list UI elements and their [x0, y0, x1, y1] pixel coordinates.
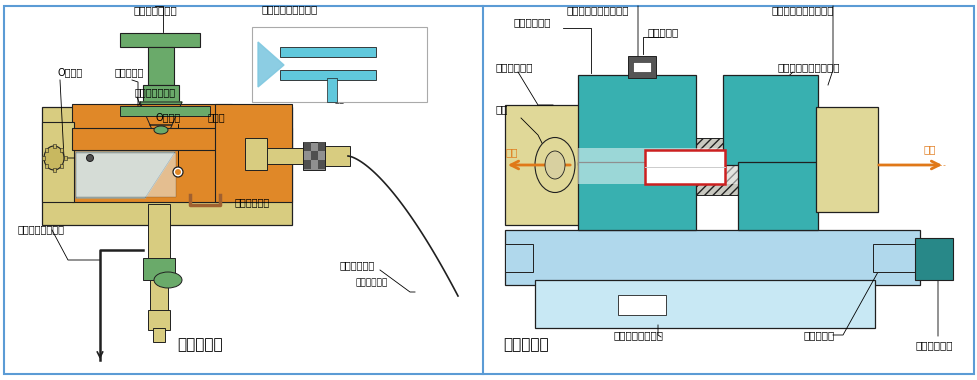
Bar: [504, 244, 532, 272]
Polygon shape: [149, 125, 172, 142]
Text: サンプル溶液: サンプル溶液: [390, 33, 419, 42]
Bar: [143, 258, 175, 280]
Text: グラファイトキャップ: グラファイトキャップ: [566, 5, 628, 15]
Bar: [504, 105, 582, 225]
Text: サンプル吸引: サンプル吸引: [340, 260, 375, 270]
Bar: [245, 138, 267, 170]
Bar: [318, 142, 324, 151]
Bar: [252, 27, 427, 102]
Bar: [577, 148, 807, 184]
Text: 窓板ソケット: 窓板ソケット: [494, 62, 531, 72]
Text: バーナーヘッド: バーナーヘッド: [133, 5, 177, 15]
Text: フレーム式: フレーム式: [177, 337, 223, 352]
Bar: [627, 56, 656, 78]
Bar: [303, 142, 324, 170]
Bar: [324, 146, 350, 166]
Bar: [215, 104, 292, 202]
Text: グラファイトホルダー: グラファイトホルダー: [771, 5, 833, 15]
Bar: [120, 106, 210, 116]
Polygon shape: [76, 152, 175, 198]
Bar: [318, 160, 324, 169]
Bar: [577, 75, 696, 165]
Bar: [45, 165, 48, 168]
Text: 光軸: 光軸: [922, 144, 935, 154]
Bar: [143, 85, 179, 102]
Bar: [914, 238, 952, 280]
Bar: [815, 107, 877, 212]
Bar: [577, 138, 807, 195]
Bar: [617, 295, 665, 315]
Bar: [738, 162, 817, 230]
Text: ネブライザー: ネブライザー: [234, 197, 270, 207]
Text: 冷却ブロック: 冷却ブロック: [513, 17, 550, 27]
Text: チャンバー: チャンバー: [115, 67, 145, 77]
Bar: [148, 204, 170, 262]
Bar: [42, 107, 292, 225]
Polygon shape: [258, 42, 283, 87]
Ellipse shape: [175, 169, 181, 175]
Text: 固定用ツマミ: 固定用ツマミ: [914, 340, 952, 350]
Ellipse shape: [153, 126, 168, 134]
Bar: [61, 147, 64, 152]
Text: グラファイトチューブ: グラファイトチューブ: [778, 62, 839, 72]
Bar: [632, 62, 651, 72]
Text: ディスパーザー: ディスパーザー: [135, 87, 176, 97]
Bar: [72, 128, 292, 150]
Text: イジェクトアーム: イジェクトアーム: [613, 330, 662, 340]
Bar: [304, 160, 311, 169]
Text: Oリング: Oリング: [154, 112, 180, 122]
Bar: [64, 156, 66, 160]
Bar: [149, 278, 168, 312]
Bar: [61, 165, 64, 168]
Ellipse shape: [44, 146, 64, 170]
Bar: [41, 156, 45, 160]
Text: Oリング: Oリング: [58, 67, 83, 77]
Bar: [72, 104, 232, 202]
Polygon shape: [140, 102, 182, 125]
Text: 試料注入口: 試料注入口: [647, 27, 678, 37]
Bar: [504, 230, 919, 285]
Text: 空気: 空気: [335, 95, 345, 104]
Bar: [53, 144, 56, 148]
Text: 光軸: 光軸: [504, 147, 517, 157]
Bar: [645, 150, 724, 184]
Bar: [872, 244, 920, 272]
Bar: [722, 75, 817, 165]
Bar: [326, 78, 337, 102]
Text: スプリング: スプリング: [802, 330, 833, 340]
Bar: [577, 162, 696, 230]
Bar: [45, 147, 48, 152]
Text: 窓板: 窓板: [494, 104, 507, 114]
Bar: [311, 151, 318, 160]
Bar: [120, 33, 199, 47]
Text: 廃液（ドレイン）: 廃液（ドレイン）: [18, 224, 64, 234]
Bar: [534, 280, 874, 328]
Ellipse shape: [86, 155, 94, 162]
Bar: [279, 47, 376, 57]
Ellipse shape: [153, 272, 182, 288]
Ellipse shape: [173, 167, 183, 177]
Bar: [42, 122, 74, 202]
Bar: [148, 310, 170, 330]
Bar: [76, 153, 176, 197]
Bar: [279, 70, 376, 80]
Text: ネブライザーの構造: ネブライザーの構造: [262, 4, 318, 14]
Bar: [148, 47, 174, 85]
Text: 電気加熱式: 電気加熱式: [502, 337, 548, 352]
Bar: [152, 328, 165, 342]
Bar: [53, 168, 56, 172]
Bar: [265, 148, 305, 164]
Text: サンプル吸引: サンプル吸引: [355, 278, 387, 287]
Bar: [304, 142, 311, 151]
Ellipse shape: [534, 138, 574, 193]
Text: 固定板: 固定板: [208, 112, 226, 122]
Ellipse shape: [544, 151, 565, 179]
